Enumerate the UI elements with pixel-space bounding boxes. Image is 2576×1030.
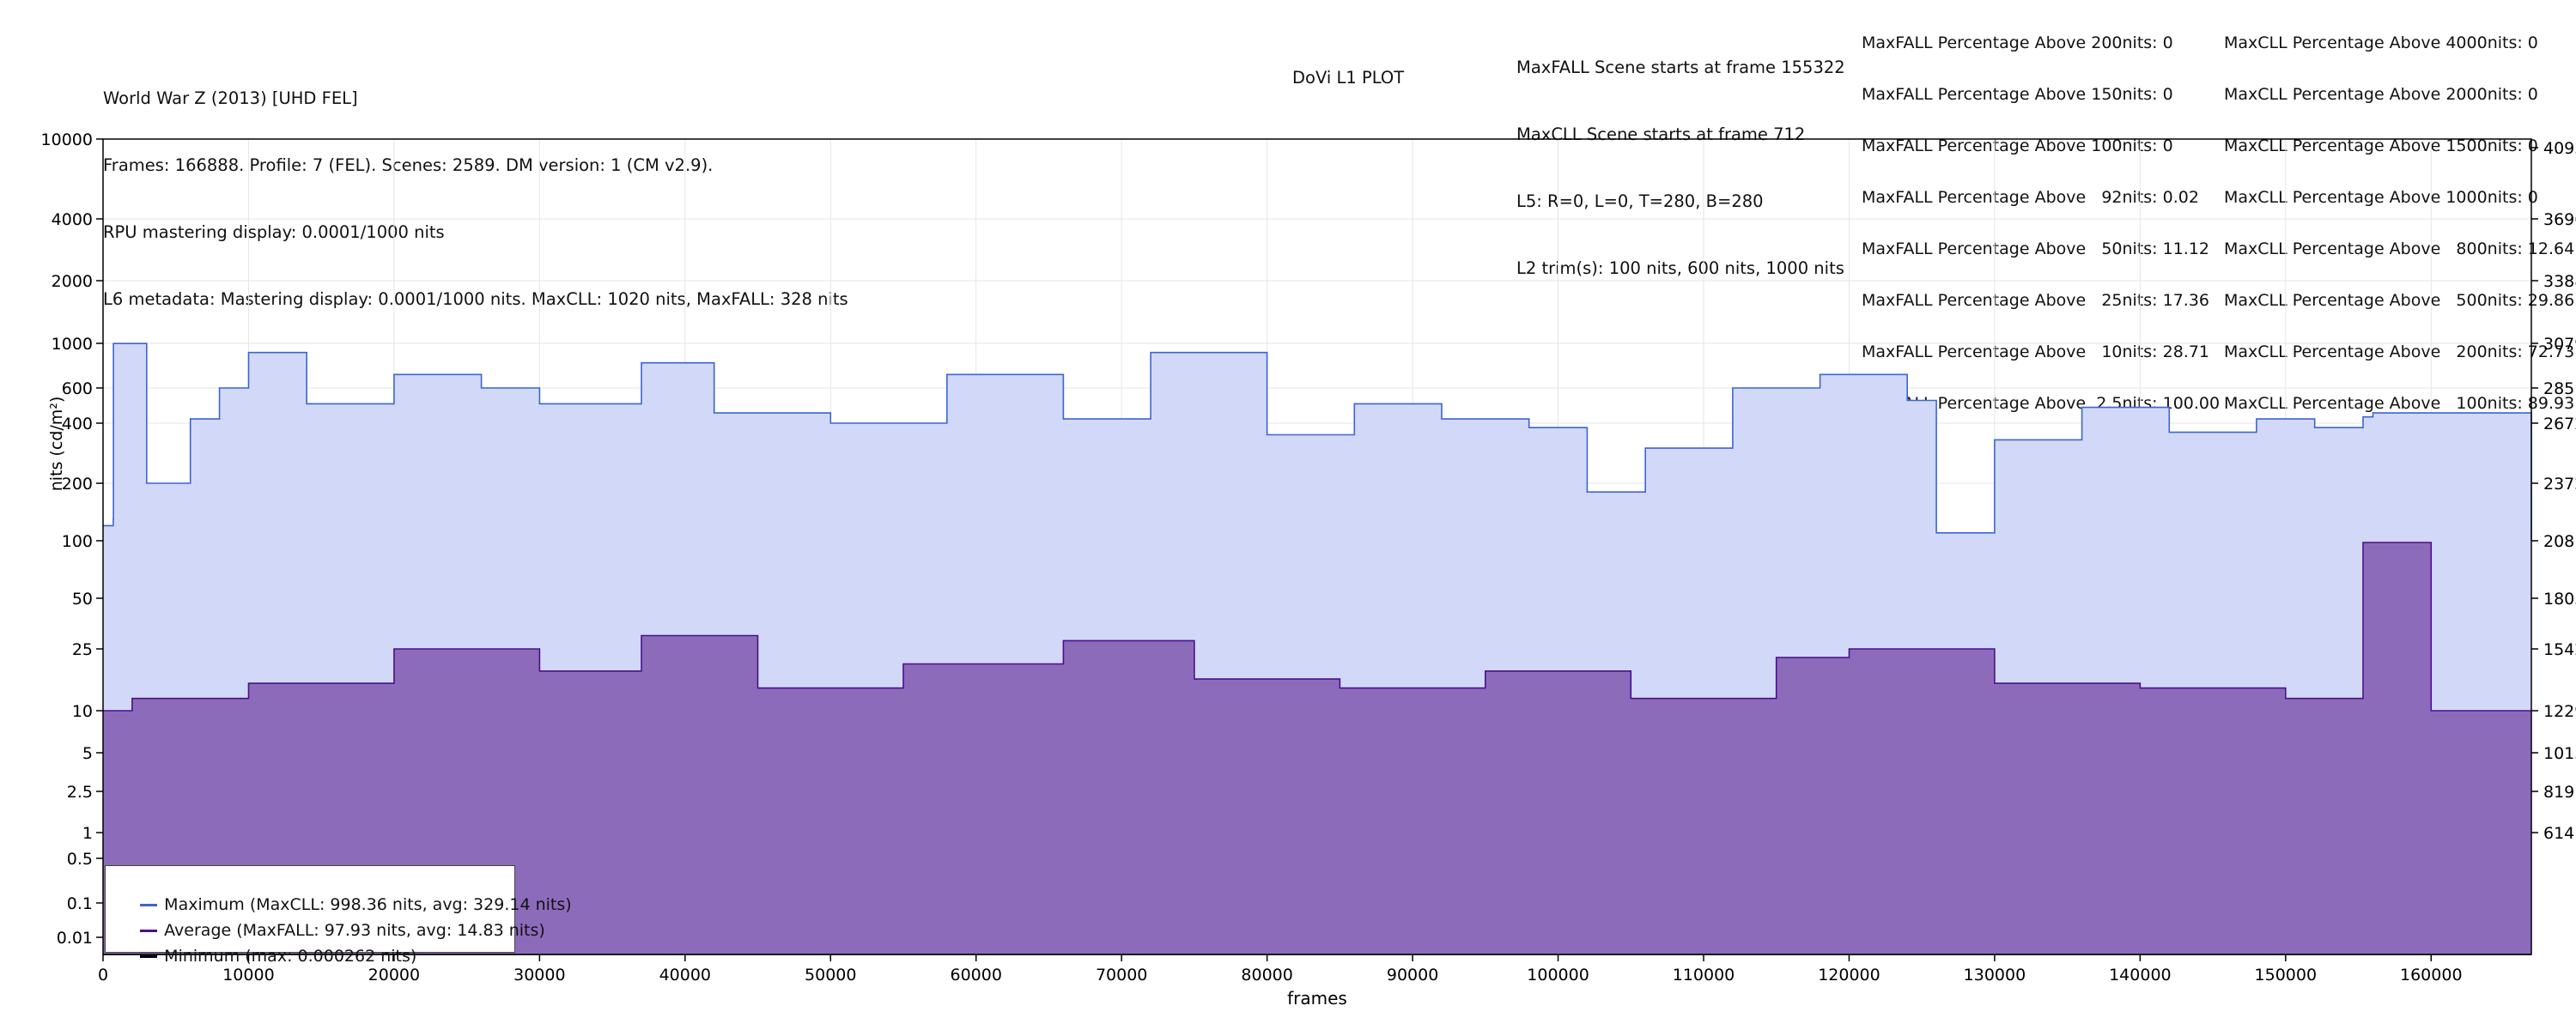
maxfall-percentages: MaxFALL Percentage Above 200nits: 0 MaxF… — [1862, 0, 2220, 429]
y-axis-label: nits (cd/m²) — [47, 397, 66, 492]
y-ticks-left: 10000 4000 2000 1000 600 400 200 100 50 25 10 5 2.5 1… — [41, 130, 103, 948]
legend-label-maximum: Maximum (MaxCLL: 998.36 nits, avg: 329.1… — [164, 895, 572, 914]
maxfall-pct-row: MaxFALL Percentage Above 10nits: 28.71 — [1862, 342, 2210, 361]
y-tick-label: 0.5 — [67, 850, 93, 869]
y-tick-label: 400 — [62, 415, 93, 433]
y-tick-label: 0.1 — [67, 894, 93, 913]
x-tick-label: 0 — [98, 966, 108, 985]
rpu-mastering-text: RPU mastering display: 0.0001/1000 nits — [103, 222, 445, 242]
legend-item-minimum: Minimum (max: 0.000262 nits) — [119, 923, 416, 966]
x-tick-label: 10000 — [222, 966, 274, 985]
maxcll-pct-row: MaxCLL Percentage Above 4000nits: 0 — [2224, 33, 2538, 52]
x-tick-label: 40000 — [659, 966, 711, 985]
x-tick-label: 70000 — [1096, 966, 1147, 985]
y-right-tick-label: 1229 — [2543, 702, 2576, 721]
header-info-left: World War Z (2013) [UHD FEL] Frames: 166… — [103, 43, 848, 333]
y-right-tick-label: 3696 — [2543, 210, 2576, 229]
x-tick-label: 100000 — [1527, 966, 1589, 985]
legend-swatch-minimum — [140, 955, 158, 958]
y-tick-label: 5 — [82, 744, 93, 763]
x-axis-label: frames — [1287, 988, 1347, 1009]
l5-text: L5: R=0, L=0, T=280, B=280 — [1516, 191, 1764, 211]
legend-swatch-average — [140, 930, 158, 932]
maxfall-pct-row: MaxFALL Percentage Above 150nits: 0 — [1862, 85, 2173, 104]
legend-label-minimum: Minimum (max: 0.000262 nits) — [164, 947, 417, 966]
x-tick-label: 20000 — [368, 966, 420, 985]
maxfall-pct-row: MaxFALL Percentage Above 25nits: 17.36 — [1862, 291, 2210, 310]
y-tick-label: 50 — [72, 590, 93, 609]
y-tick-label: 600 — [62, 379, 93, 398]
y-tick-label: 100 — [62, 532, 93, 551]
x-tick-label: 80000 — [1241, 966, 1292, 985]
maxcll-pct-row: MaxCLL Percentage Above 1500nits: 0 — [2224, 136, 2538, 155]
y-right-tick-label: 819 — [2543, 783, 2574, 802]
y-tick-label: 4000 — [52, 210, 93, 229]
y-right-tick-label: 2851 — [2543, 379, 2576, 398]
y-right-tick-label: 3388 — [2543, 272, 2576, 291]
x-tick-label: 90000 — [1387, 966, 1438, 985]
x-tick-label: 30000 — [513, 966, 565, 985]
legend-swatch-maximum — [140, 904, 158, 906]
series-line-average — [103, 542, 2531, 712]
series-line-maximum — [103, 342, 2532, 541]
x-tick-label: 150000 — [2255, 966, 2318, 985]
x-tick-label: 160000 — [2400, 966, 2463, 985]
y-right-tick-label: 1542 — [2543, 640, 2576, 659]
maxcll-pct-row: MaxCLL Percentage Above 2000nits: 0 — [2224, 85, 2538, 104]
y-tick-label: 200 — [62, 475, 93, 494]
x-tick-label: 50000 — [805, 966, 856, 985]
maxfall-pct-row: MaxFALL Percentage Above 92nits: 0.02 — [1862, 188, 2199, 207]
y-right-tick-label: 1803 — [2543, 590, 2576, 609]
frames-info-text: Frames: 166888. Profile: 7 (FEL). Scenes… — [103, 155, 714, 175]
legend-item-average: Average (MaxFALL: 97.93 nits, avg: 14.83… — [119, 897, 545, 940]
title-text: World War Z (2013) [UHD FEL] — [103, 88, 358, 108]
x-ticks: 0 10000 20000 30000 40000 50000 60000 70000 8000… — [98, 954, 2463, 985]
maxcll-pct-row: MaxCLL Percentage Above 100nits: 89.93 — [2224, 394, 2575, 413]
maxfall-scene-text: MaxFALL Scene starts at frame 155322 — [1516, 58, 1845, 77]
plot-frame — [102, 138, 2532, 955]
x-tick-label: 120000 — [1818, 966, 1880, 985]
y-tick-label: 10000 — [41, 130, 93, 149]
maxfall-pct-row: MaxFALL Percentage Above 100nits: 0 — [1862, 136, 2173, 155]
y-tick-label: 10 — [72, 702, 93, 721]
maxcll-percentages: MaxCLL Percentage Above 4000nits: 0 MaxC… — [2224, 0, 2574, 429]
y-tick-label: 2.5 — [67, 783, 93, 802]
legend: Maximum (MaxCLL: 998.36 nits, avg: 329.1… — [105, 865, 572, 966]
y-right-tick-label: 4095 — [2543, 139, 2576, 158]
x-tick-label: 140000 — [2109, 966, 2172, 985]
maxfall-pct-row: MaxFALL Percentage Above 200nits: 0 — [1862, 33, 2173, 52]
maxcll-pct-row: MaxCLL Percentage Above 200nits: 72.73 — [2224, 342, 2575, 361]
y-tick-label: 1 — [82, 824, 93, 843]
x-tick-label: 110000 — [1673, 966, 1735, 985]
y-tick-label: 2000 — [52, 272, 93, 291]
maxcll-pct-row: MaxCLL Percentage Above 800nits: 12.64 — [2224, 239, 2575, 258]
y-tick-label: 1000 — [52, 335, 93, 354]
maxcll-pct-row: MaxCLL Percentage Above 1000nits: 0 — [2224, 188, 2538, 207]
y-right-tick-label: 3079 — [2543, 335, 2576, 354]
y-right-tick-label: 614 — [2543, 824, 2574, 843]
plot-title: DoVi L1 PLOT — [1292, 68, 1405, 88]
l6-metadata-text: L6 metadata: Mastering display: 0.0001/1… — [103, 289, 848, 309]
maxfall-pct-row: MaxFALL Percentage Above 50nits: 11.12 — [1862, 239, 2210, 258]
y-tick-label: 0.01 — [57, 929, 93, 948]
legend-label-average: Average (MaxFALL: 97.93 nits, avg: 14.83… — [164, 921, 545, 940]
y-tick-label: 25 — [72, 640, 93, 659]
series-area-average — [103, 542, 2531, 954]
x-tick-label: 130000 — [1964, 966, 2026, 985]
l2-trims-text: L2 trim(s): 100 nits, 600 nits, 1000 nit… — [1516, 258, 1844, 278]
legend-item-maximum: Maximum (MaxCLL: 998.36 nits, avg: 329.1… — [119, 871, 572, 914]
series-fills — [103, 343, 2531, 954]
y-right-tick-label: 1015 — [2543, 744, 2576, 763]
x-tick-label: 60000 — [951, 966, 1002, 985]
maxcll-pct-row: MaxCLL Percentage Above 500nits: 29.86 — [2224, 291, 2575, 310]
